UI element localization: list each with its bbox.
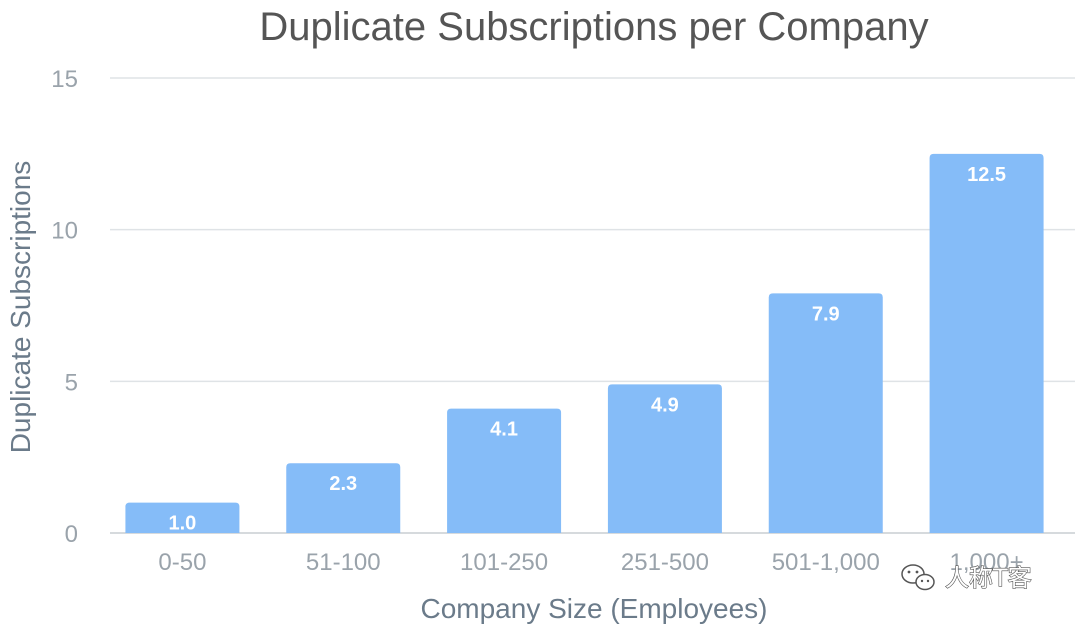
x-tick-label: 251-500	[621, 549, 709, 576]
bar	[768, 293, 883, 533]
bar	[929, 153, 1044, 534]
data-labels: 1.0 2.3 4.1 4.9 7.9 12.5	[169, 164, 1007, 535]
y-tick-label: 10	[51, 218, 78, 245]
bar	[607, 384, 722, 533]
y-tick-label: 0	[65, 521, 78, 548]
wechat-icon	[901, 564, 935, 591]
x-tick-label: 0-50	[158, 549, 206, 576]
gridlines	[110, 77, 1075, 534]
x-tick-label: 501-1,000	[772, 549, 880, 576]
data-label: 4.9	[651, 394, 679, 416]
bar	[447, 408, 562, 533]
watermark: 人称T客	[901, 563, 1032, 593]
x-axis-ticks: 0-50 51-100 101-250 251-500 501-1,000 1,000+	[158, 549, 1023, 576]
watermark-text: 人称T客	[945, 564, 1032, 592]
y-tick-label: 15	[51, 66, 78, 93]
data-label: 2.3	[329, 473, 357, 495]
y-tick-label: 5	[65, 369, 78, 396]
data-label: 1.0	[169, 513, 197, 535]
x-tick-label: 1,000+	[950, 549, 1024, 576]
bar	[286, 463, 401, 533]
chart-title: Duplicate Subscriptions per Company	[259, 5, 928, 49]
data-label: 12.5	[967, 164, 1006, 186]
y-axis-ticks: 0 5 10 15	[51, 66, 78, 548]
data-label: 4.1	[490, 419, 518, 441]
data-label: 7.9	[812, 303, 840, 325]
x-tick-label: 51-100	[306, 549, 381, 576]
y-axis-label: Duplicate Subscriptions	[5, 161, 36, 454]
x-axis-label: Company Size (Employees)	[420, 593, 767, 624]
x-tick-label: 101-250	[460, 549, 548, 576]
bars	[125, 153, 1044, 534]
bar	[125, 502, 240, 533]
